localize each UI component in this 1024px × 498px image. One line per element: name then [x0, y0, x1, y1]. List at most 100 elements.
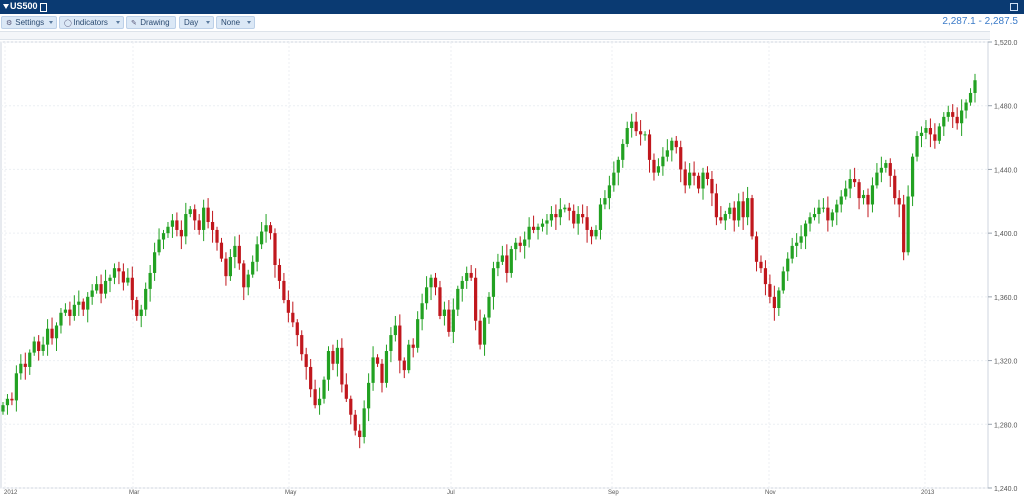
y-tick-label: 1,360.0: [994, 295, 1017, 302]
drawing-label: Drawing: [140, 18, 170, 27]
candle-body: [219, 242, 224, 259]
candle-body: [581, 214, 585, 218]
candle-body: [81, 301, 85, 310]
indicators-button[interactable]: ◯ Indicators: [59, 16, 124, 29]
candle-body: [500, 255, 504, 262]
candle-body: [496, 261, 500, 269]
candle-body: [857, 182, 861, 199]
candle-body: [264, 225, 268, 232]
candle-body: [309, 366, 313, 390]
candle-body: [117, 268, 121, 272]
candle-body: [960, 110, 964, 124]
candle-body: [750, 198, 754, 237]
candle-body: [567, 207, 571, 211]
overlay-select[interactable]: None: [216, 16, 255, 29]
y-tick-label: 1,480.0: [994, 104, 1017, 111]
candle-body: [63, 309, 68, 313]
candle-body: [714, 193, 718, 218]
candle-body: [237, 245, 241, 264]
candle-body: [433, 277, 438, 288]
candle-body: [915, 135, 919, 157]
candle-body: [924, 128, 928, 133]
candle-body: [870, 185, 875, 205]
candle-body: [946, 112, 950, 117]
candle-body: [478, 320, 482, 345]
candle-body: [465, 272, 469, 281]
candle-body: [879, 167, 883, 173]
candle-body: [224, 258, 228, 277]
candle-body: [549, 214, 554, 221]
period-select[interactable]: Day: [179, 16, 214, 29]
candle-body: [277, 265, 282, 281]
candle-body: [531, 226, 536, 230]
x-tick-label: Nov: [765, 490, 776, 496]
candle-body: [135, 300, 139, 316]
candle-body: [897, 198, 901, 205]
window-titlebar: US500: [0, 0, 1024, 14]
candle-body: [853, 178, 857, 183]
candle-body: [384, 351, 389, 383]
chart-navigator-strip[interactable]: [0, 31, 990, 40]
candle-body: [759, 261, 763, 269]
y-tick-label: 1,440.0: [994, 167, 1017, 174]
candle-body: [371, 357, 375, 383]
popout-icon[interactable]: [1010, 3, 1018, 11]
candle-body: [393, 325, 397, 336]
candle-body: [402, 360, 406, 371]
x-tick-label: 2012: [4, 490, 18, 496]
candle-body: [781, 271, 785, 291]
candle-body: [647, 134, 652, 160]
candle-body: [679, 147, 683, 170]
candle-body: [603, 198, 607, 205]
candle-body: [670, 140, 674, 151]
candle-body: [246, 274, 250, 288]
candle-body: [808, 217, 812, 224]
candle-body: [331, 351, 335, 364]
y-tick-label: 1,280.0: [994, 422, 1017, 429]
candle-body: [193, 209, 197, 221]
y-tick-label: 1,240.0: [994, 486, 1017, 493]
window-title: US500: [10, 1, 38, 11]
bulb-icon: ◯: [64, 20, 72, 27]
chevron-down-icon: [116, 21, 120, 24]
candle-body: [407, 344, 411, 371]
candle-body: [942, 116, 946, 127]
candle-body: [398, 325, 402, 361]
candle-body: [340, 347, 344, 385]
candle-body: [1, 405, 5, 412]
candle-body: [95, 284, 99, 291]
candle-body: [389, 335, 393, 352]
candle-body: [839, 196, 843, 205]
candle-body: [973, 80, 977, 93]
candle-body: [37, 341, 41, 352]
candle-body: [121, 271, 125, 283]
chevron-down-icon: [247, 21, 251, 24]
candle-body: [54, 325, 59, 339]
candle-body: [487, 296, 491, 318]
candle-body: [233, 245, 237, 258]
candle-body: [148, 272, 152, 289]
candle-body: [416, 319, 420, 348]
candle-body: [790, 245, 794, 259]
drawing-button[interactable]: ✎ Drawing: [126, 16, 176, 29]
settings-button[interactable]: ⚙ Settings: [1, 16, 57, 29]
candle-body: [50, 328, 54, 339]
candle-body: [683, 169, 687, 186]
candle-body: [59, 312, 63, 326]
candle-body: [72, 304, 76, 316]
candle-body: [884, 163, 888, 168]
x-tick-label: May: [285, 490, 296, 496]
collapse-icon[interactable]: [3, 4, 9, 9]
document-icon[interactable]: [40, 3, 47, 12]
candle-body: [429, 277, 433, 288]
x-tick-label: Sep: [608, 490, 619, 496]
candle-body: [656, 166, 661, 173]
candle-body: [179, 229, 183, 237]
candle-body: [5, 398, 10, 406]
candle-body: [893, 175, 897, 199]
chart-toolbar: ⚙ Settings ◯ Indicators ✎ Drawing Day No…: [0, 14, 1024, 30]
candle-body: [692, 172, 696, 176]
candle-body: [112, 268, 117, 278]
candle-body: [848, 178, 852, 189]
